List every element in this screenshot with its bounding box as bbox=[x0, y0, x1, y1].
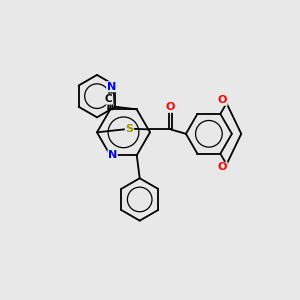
Text: O: O bbox=[218, 95, 227, 105]
Text: S: S bbox=[125, 124, 134, 134]
Text: N: N bbox=[108, 150, 117, 160]
Text: O: O bbox=[166, 102, 175, 112]
Text: N: N bbox=[107, 82, 116, 92]
Text: C: C bbox=[105, 94, 112, 104]
Text: O: O bbox=[218, 162, 227, 172]
